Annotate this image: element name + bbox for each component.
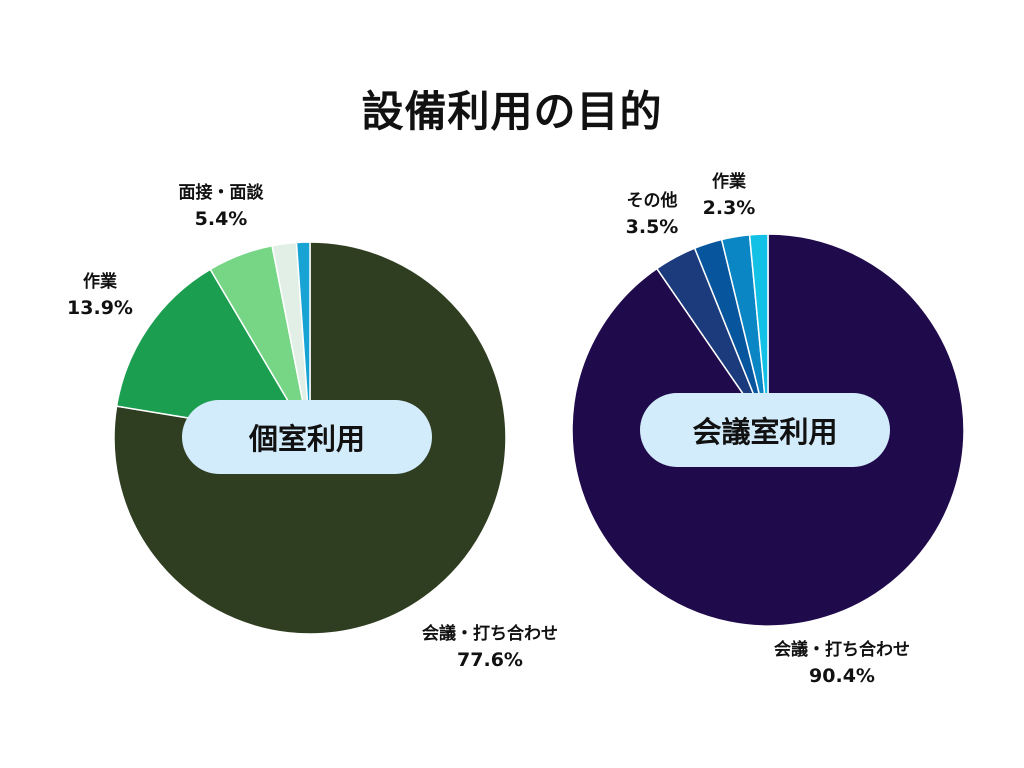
label-category: 面接・面談 xyxy=(178,183,264,203)
pie-title-private-room: 個室利用 xyxy=(182,400,432,474)
pie-chart-private-room xyxy=(113,241,507,635)
label-category: 作業 xyxy=(83,272,117,292)
label-category: 作業 xyxy=(712,172,746,192)
label-meeting-room: 会議・打ち合わせ 90.4% xyxy=(752,638,932,690)
label-meeting-private: 会議・打ち合わせ 77.6% xyxy=(400,622,580,674)
pie-slice-1-4 xyxy=(748,233,769,431)
label-percent: 90.4% xyxy=(809,664,875,687)
pie-slice-0-1 xyxy=(115,268,312,440)
label-percent: 2.3% xyxy=(702,196,756,219)
label-percent: 13.9% xyxy=(67,296,133,319)
label-percent: 3.5% xyxy=(625,215,679,238)
label-percent: 77.6% xyxy=(457,648,523,671)
pie-slice-0-4 xyxy=(295,241,311,439)
chart-title: 設備利用の目的 xyxy=(361,87,663,136)
label-percent: 5.4% xyxy=(194,207,248,230)
pie-slice-0-0 xyxy=(113,241,507,635)
label-work-private: 作業 13.9% xyxy=(50,270,150,322)
label-category: 会議・打ち合わせ xyxy=(422,624,558,644)
label-interview-private: 面接・面談 5.4% xyxy=(160,181,282,233)
label-work-room: 作業 2.3% xyxy=(694,170,764,222)
label-category: 会議・打ち合わせ xyxy=(774,640,910,660)
label-category: その他 xyxy=(626,191,678,211)
label-other-room: その他 3.5% xyxy=(612,189,692,241)
pie-title-meeting-room: 会議室利用 xyxy=(640,393,890,467)
